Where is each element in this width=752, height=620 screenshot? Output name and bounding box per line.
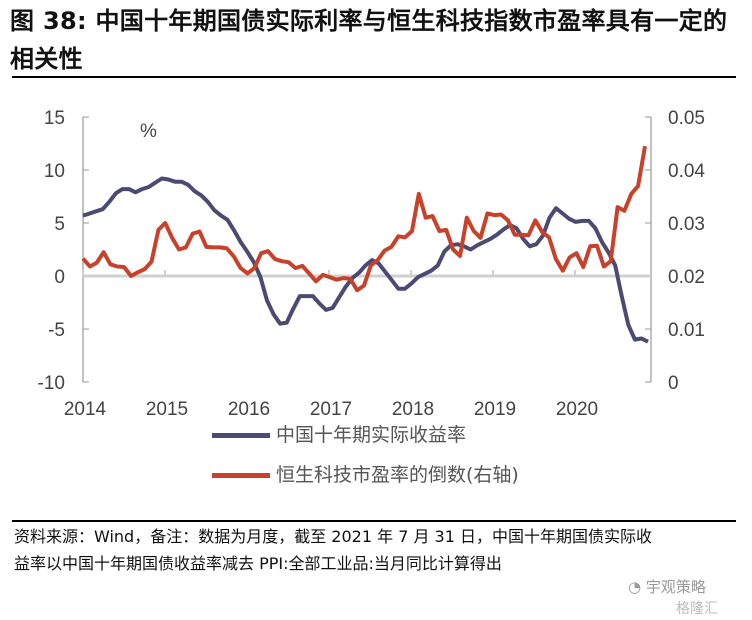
right-tick-label: 0 — [668, 373, 679, 394]
footnote-line-1: 资料来源：Wind，备注：数据为月度，截至 2021 年 7 月 31 日，中国… — [14, 527, 652, 546]
y-unit-label: % — [140, 121, 157, 142]
footnote-rule — [12, 520, 736, 522]
watermark-site: 格隆汇 — [676, 601, 718, 617]
x-tick-label: 2014 — [64, 399, 107, 415]
axes — [82, 116, 652, 383]
legend-label-real-yield: 中国十年期实际收益率 — [276, 424, 467, 446]
left-tick-label: 5 — [54, 214, 65, 235]
x-tick-label: 2018 — [392, 399, 434, 415]
x-tick-label: 2019 — [474, 399, 516, 415]
figure-title: 图 38: 中国十年期国债实际利率与恒生科技指数市盈率具有一定的相关性 — [10, 7, 728, 73]
series-line-real-yield — [82, 176, 649, 344]
right-tick-label: 0.04 — [668, 161, 705, 182]
legend-swatch-real-yield — [212, 433, 270, 438]
legend-item-real-yield: 中国十年期实际收益率 — [212, 420, 466, 447]
right-tick-label: 0.01 — [668, 320, 705, 341]
footnote-line-2: 益率以中国十年期国债收益率减去 PPI:全部工业品:当月同比计算得出 — [14, 554, 502, 573]
legend-item-pe-inverse: 恒生科技市盈率的倒数(右轴) — [212, 460, 519, 487]
legend-label-pe-inverse: 恒生科技市盈率的倒数(右轴) — [276, 464, 519, 486]
x-tick-label: 2016 — [228, 399, 270, 415]
left-tick-label: -5 — [48, 320, 65, 341]
right-tick-label: 0.02 — [668, 267, 705, 288]
title-rule — [12, 76, 736, 78]
series-lines — [81, 145, 649, 344]
left-tick-label: -10 — [38, 373, 65, 394]
right-tick-label: 0.05 — [668, 108, 705, 129]
wechat-icon: ◔ — [628, 578, 646, 596]
footnote: 资料来源：Wind，备注：数据为月度，截至 2021 年 7 月 31 日，中国… — [14, 523, 739, 577]
right-tick-label: 0.03 — [668, 214, 705, 235]
tick-labels: 15 10 5 0 -5 -10 0.05 0.04 0.03 0.02 0.01 0 2014 2015… — [38, 108, 706, 415]
left-tick-label: 10 — [44, 161, 65, 182]
x-tick-label: 2020 — [556, 399, 598, 415]
left-tick-label: 15 — [44, 108, 65, 129]
x-tick-label: 2015 — [146, 399, 188, 415]
x-tick-label: 2017 — [310, 399, 352, 415]
line-chart: 15 10 5 0 -5 -10 0.05 0.04 0.03 0.02 0.01 0 2014 2015… — [38, 108, 706, 415]
left-tick-label: 0 — [54, 267, 65, 288]
watermark-brand-text: 宇观策略 — [645, 578, 706, 596]
watermark-brand: ◔ 宇观策略 — [628, 576, 706, 597]
legend-swatch-pe-inverse — [212, 473, 270, 478]
